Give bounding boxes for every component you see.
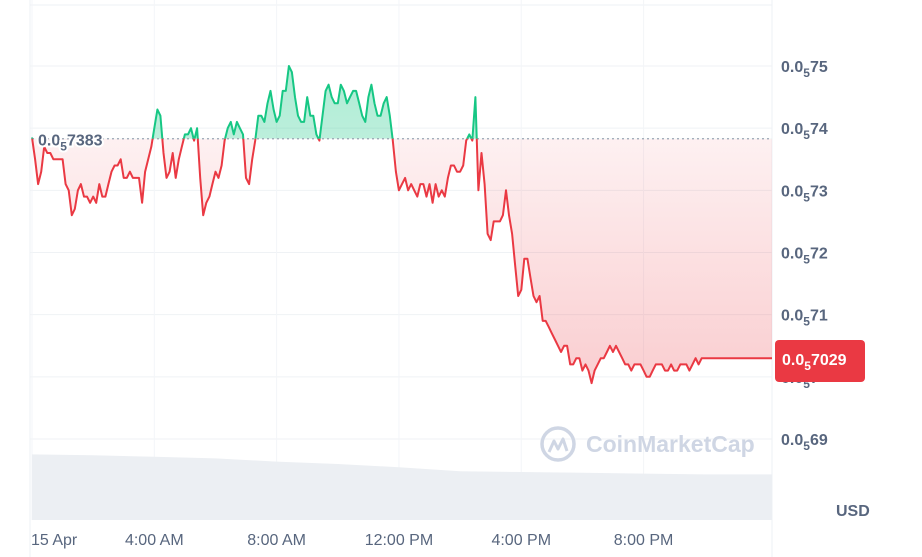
volume-area bbox=[32, 454, 772, 520]
y-tick-label: 0.0573 bbox=[781, 183, 828, 204]
x-tick-label: 4:00 PM bbox=[491, 532, 551, 549]
y-tick-label: 0.0571 bbox=[781, 308, 828, 329]
x-axis: 15 Apr 4:00 AM 8:00 AM 12:00 PM 4:00 PM 8:00 … bbox=[31, 532, 673, 549]
volume-fill bbox=[32, 454, 772, 520]
current-price-badge: 0.057029 bbox=[775, 340, 865, 382]
x-tick-label: 12:00 PM bbox=[365, 532, 433, 549]
price-line bbox=[31, 65, 772, 385]
current-price-label: 0.057029 bbox=[782, 352, 847, 373]
price-line-up bbox=[31, 65, 478, 139]
watermark-text: CoinMarketCap bbox=[586, 431, 755, 457]
reference-price-label: 0.057383 bbox=[38, 133, 103, 154]
x-tick-label: 15 Apr bbox=[31, 532, 78, 549]
y-tick-label: 0.0572 bbox=[781, 246, 828, 267]
price-area-down bbox=[32, 138, 772, 384]
y-axis: 0.05750.05740.05730.05720.05710.0570.056… bbox=[781, 59, 828, 453]
y-tick-label: 0.0575 bbox=[781, 59, 828, 80]
coinmarketcap-logo-icon bbox=[540, 426, 576, 462]
price-area bbox=[32, 66, 772, 384]
y-tick-label: 0.0569 bbox=[781, 432, 828, 453]
y-tick-label: 0.0574 bbox=[781, 121, 828, 142]
watermark: CoinMarketCap bbox=[540, 426, 755, 462]
x-tick-label: 8:00 AM bbox=[247, 532, 306, 549]
x-tick-label: 4:00 AM bbox=[125, 532, 184, 549]
unit-label: USD bbox=[836, 503, 870, 520]
x-tick-label: 8:00 PM bbox=[614, 532, 674, 549]
price-line-down bbox=[31, 138, 772, 385]
